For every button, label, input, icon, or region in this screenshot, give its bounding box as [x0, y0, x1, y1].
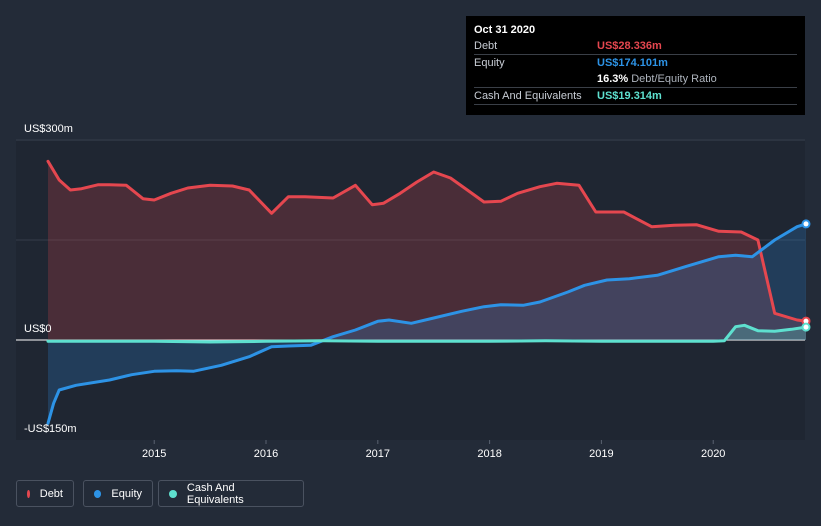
x-tick-label-0: 2015 — [142, 448, 166, 460]
legend-dot-equity — [94, 489, 102, 498]
y-tick-label-0: US$300m — [24, 123, 73, 135]
x-tick-label-4: 2019 — [589, 448, 613, 460]
legend-item-cash[interactable]: Cash And Equivalents — [158, 480, 304, 507]
area-debt — [48, 161, 806, 340]
end-marker-cash-and-equivalents — [801, 322, 811, 332]
tooltip-date: Oct 31 2020 — [474, 24, 536, 36]
tooltip-label-debt: Debt — [474, 40, 498, 52]
tooltip-ratio-caption: Debt/Equity Ratio — [631, 73, 717, 85]
line-equity — [46, 222, 808, 425]
x-tick-label-3: 2018 — [477, 448, 501, 460]
line-debt — [46, 159, 808, 323]
tooltip-row-debt: Debt US$28.336m — [474, 38, 797, 55]
area-equity — [48, 223, 806, 424]
x-tick-label-2: 2017 — [366, 448, 390, 460]
tooltip-value-debt: US$28.336m — [597, 40, 662, 52]
y-tick-label-1: US$0 — [24, 323, 52, 335]
tooltip-panel: Oct 31 2020 Debt US$28.336m Equity US$17… — [466, 16, 805, 115]
tooltip-label-ratio — [474, 71, 597, 87]
y-tick-label-2: -US$150m — [24, 423, 77, 435]
tooltip-label-cash: Cash And Equivalents — [474, 90, 582, 102]
y-axis-labels: US$300m US$0 -US$150m — [24, 123, 77, 435]
legend-dot-debt — [27, 489, 30, 498]
legend-label-cash: Cash And Equivalents — [186, 481, 244, 506]
plot-background — [16, 141, 805, 440]
tooltip-row-ratio: 16.3% Debt/Equity Ratio — [474, 71, 797, 88]
series-lines — [46, 159, 808, 425]
end-marker-equity — [801, 219, 811, 229]
legend-label-debt: Debt — [39, 487, 63, 500]
legend-item-equity[interactable]: Equity — [83, 480, 153, 507]
x-tick-label-5: 2020 — [701, 448, 725, 460]
tooltip-label-equity: Equity — [474, 57, 505, 69]
legend-dot-cash — [169, 489, 177, 498]
tooltip-value-cash: US$19.314m — [597, 90, 662, 102]
tooltip-row-cash: Cash And Equivalents US$19.314m — [474, 88, 797, 105]
line-cash-and-equivalents — [46, 323, 808, 344]
x-tick-label-1: 2016 — [254, 448, 278, 460]
legend-item-debt[interactable]: Debt — [16, 480, 74, 507]
x-axis-labels: 2015 2016 2017 2018 2019 2020 — [142, 440, 725, 460]
tooltip-value-equity: US$174.101m — [597, 57, 668, 69]
series-end-markers — [801, 219, 811, 332]
tooltip-row-equity: Equity US$174.101m — [474, 55, 797, 71]
tooltip-value-ratio: 16.3% — [597, 73, 629, 85]
legend-label-equity: Equity — [111, 487, 142, 500]
